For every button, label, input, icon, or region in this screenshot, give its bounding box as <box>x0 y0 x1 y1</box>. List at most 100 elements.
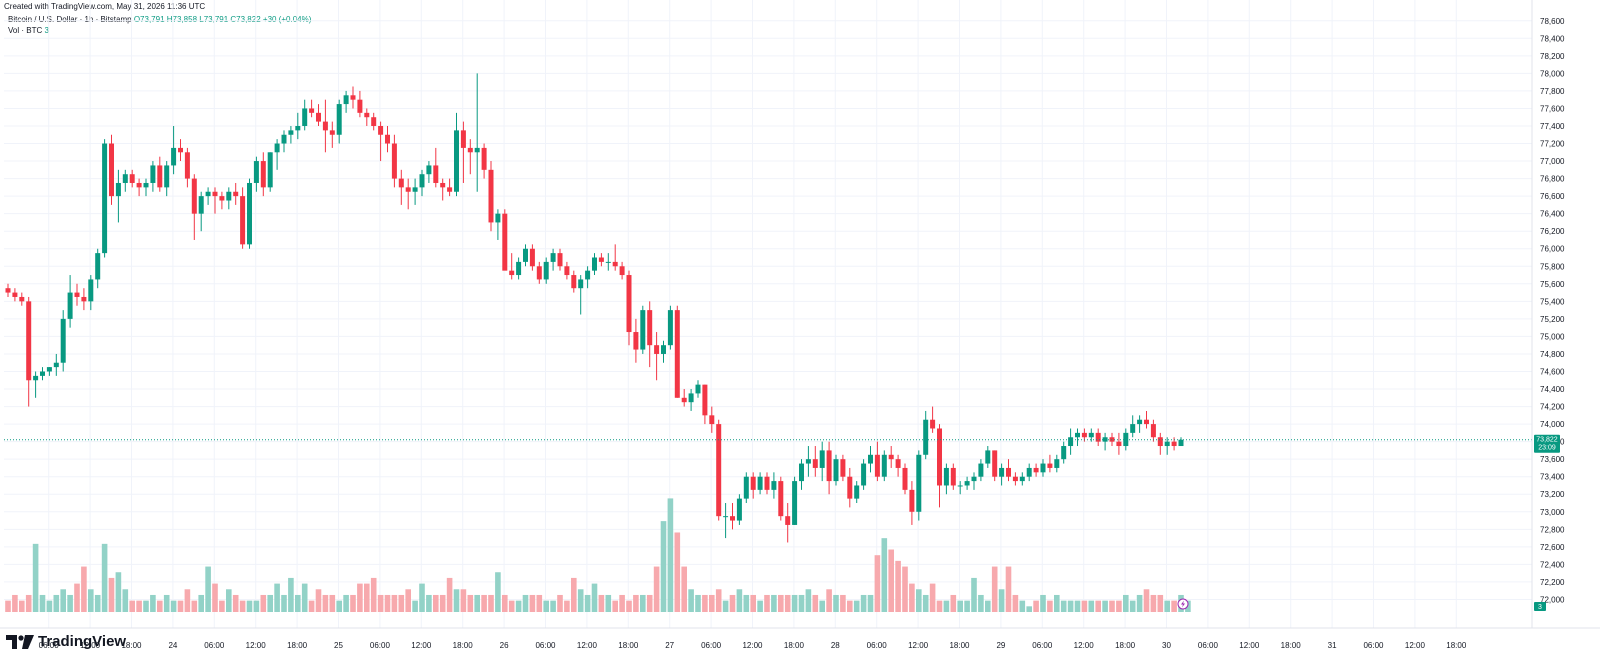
volume-bar <box>32 543 39 612</box>
candle-body <box>709 415 715 425</box>
volume-bar <box>674 532 681 612</box>
volume-bar <box>881 538 888 612</box>
candle-body <box>626 275 632 333</box>
volume-bar <box>902 566 908 612</box>
candle-body <box>916 454 922 512</box>
price-tick-label: 74,600 <box>1540 367 1565 376</box>
volume-bar <box>591 583 598 612</box>
candle-body <box>157 165 163 188</box>
volume-bar <box>757 600 763 612</box>
candle-body <box>557 253 563 267</box>
price-tick-label: 75,400 <box>1540 297 1565 306</box>
candle-body <box>950 467 956 486</box>
candle-body <box>95 253 101 280</box>
volume-bar <box>1136 594 1143 612</box>
candle-body <box>1157 437 1163 447</box>
time-tick-label: 18:00 <box>287 641 308 650</box>
volume-bar <box>350 594 356 612</box>
volume-bar <box>598 594 605 612</box>
volume-bar <box>571 577 577 612</box>
time-tick-label: 12:00 <box>1239 641 1260 650</box>
volume-bar <box>205 566 211 612</box>
volume-bar <box>653 566 660 612</box>
candle-body <box>81 296 87 302</box>
candle-body <box>550 253 556 262</box>
volume-indicator-value: 3 <box>44 26 49 35</box>
candle-body <box>930 419 936 429</box>
time-tick-label: 26 <box>500 641 509 650</box>
lightning-icon[interactable] <box>1177 598 1189 610</box>
candle-body <box>1144 419 1149 425</box>
volume-bar <box>108 577 115 612</box>
price-tick-label: 77,400 <box>1540 122 1565 131</box>
candle-body <box>695 384 701 394</box>
volume-bar <box>5 600 11 612</box>
candle-body <box>757 476 763 490</box>
candle-body <box>647 310 653 346</box>
candle-body <box>1178 439 1184 447</box>
candle-body <box>764 476 770 490</box>
volume-bar <box>508 600 515 612</box>
tradingview-logo[interactable]: TradingView <box>6 633 126 650</box>
time-tick-label: 18:00 <box>121 641 142 650</box>
candle-body <box>1033 467 1039 473</box>
volume-bar <box>888 549 894 612</box>
volume-bar <box>784 594 791 612</box>
volume-bar <box>819 600 825 612</box>
candle-body <box>509 270 515 276</box>
candle-body <box>971 476 977 482</box>
candle-body <box>240 196 246 245</box>
volume-bar <box>1123 594 1129 612</box>
volume-bar <box>1060 600 1067 612</box>
volume-bar <box>426 594 432 612</box>
time-tick-label: 12:00 <box>1074 641 1095 650</box>
volume-bar <box>295 594 301 612</box>
candle-body <box>1171 441 1177 447</box>
candle-body <box>309 108 315 113</box>
candle-body <box>481 147 487 170</box>
price-tick-label: 72,600 <box>1540 543 1565 552</box>
candle-body <box>937 428 942 486</box>
candle-body <box>115 182 121 197</box>
volume-bar <box>377 594 384 612</box>
volume-bar <box>1116 600 1122 612</box>
candle-body <box>19 296 25 302</box>
candle-body <box>736 498 742 521</box>
volume-bar <box>177 600 184 612</box>
volume-bar <box>743 594 750 612</box>
candle-body <box>868 454 873 464</box>
volume-bar <box>998 589 1005 612</box>
volume-indicator-label[interactable]: Vol · BTC <box>8 26 43 35</box>
volume-bar <box>453 589 460 612</box>
symbol-name[interactable]: Bitcoin / U.S. Dollar · 1h · Bitstamp <box>8 15 132 24</box>
price-tick-label: 76,000 <box>1540 245 1565 254</box>
candle-body <box>1116 441 1122 447</box>
candle-body <box>502 213 508 271</box>
time-tick-label: 06:00 <box>204 641 225 650</box>
candle-body <box>1150 424 1156 438</box>
candle-body <box>26 301 32 381</box>
volume-bar <box>1033 600 1039 612</box>
time-tick-label: 18:00 <box>1446 641 1467 650</box>
volume-bar <box>1095 600 1101 612</box>
volume-bar <box>329 594 336 612</box>
volume-bar <box>1005 566 1012 612</box>
candle-body <box>799 463 804 482</box>
volume-bar <box>833 594 839 612</box>
volume-bar <box>439 594 446 612</box>
ohlc-low: L73,791 <box>199 15 229 24</box>
price-tick-label: 75,800 <box>1540 262 1565 271</box>
volume-bar <box>1143 589 1150 612</box>
volume-bar <box>274 583 280 612</box>
volume-bar <box>1040 594 1046 612</box>
candle-body <box>771 481 777 490</box>
volume-bar <box>88 589 94 612</box>
candle-body <box>5 288 11 293</box>
candle-body <box>654 345 660 354</box>
volume-bar <box>53 594 60 612</box>
volume-bar <box>1012 594 1019 612</box>
volume-bar <box>232 594 239 612</box>
volume-bar <box>916 589 922 612</box>
candle-body <box>833 459 839 482</box>
